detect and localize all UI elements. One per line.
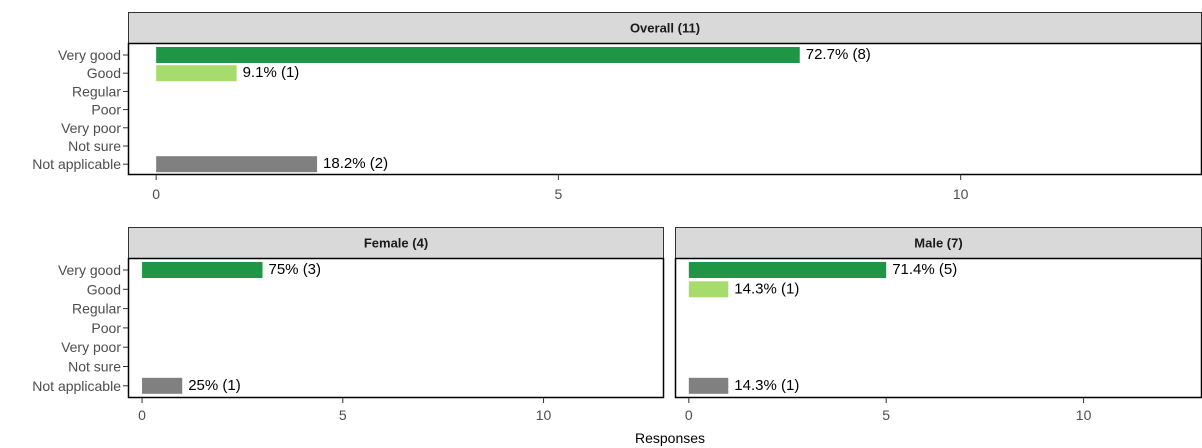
bar <box>688 281 729 298</box>
category-label: Not applicable <box>32 156 121 172</box>
category-label: Regular <box>72 301 121 317</box>
category-label: Not sure <box>68 359 121 375</box>
panel-title: Male (7) <box>914 236 962 251</box>
category-label: Poor <box>91 102 121 118</box>
category-label: Good <box>87 65 121 81</box>
category-label: Very poor <box>61 120 121 136</box>
chart-panel: Overall (11) Very good 72.7% (8) Good 9.1% (… <box>32 12 1202 202</box>
panel-strip <box>128 227 664 259</box>
category-label: Very poor <box>61 339 121 355</box>
x-axis-title: Responses <box>635 430 705 446</box>
category-label: Poor <box>91 320 121 336</box>
x-tick-label: 10 <box>1076 407 1092 423</box>
x-tick-label: 10 <box>953 186 969 202</box>
panel-title: Female (4) <box>364 236 428 251</box>
x-tick-label: 5 <box>882 407 890 423</box>
bar-value-label: 14.3% (1) <box>734 280 799 297</box>
category-label: Not applicable <box>32 378 121 394</box>
category-label: Good <box>87 281 121 297</box>
bar <box>156 156 318 173</box>
bar <box>142 262 263 278</box>
bar <box>156 47 800 63</box>
category-label: Not sure <box>68 138 121 154</box>
x-tick-label: 0 <box>138 407 146 423</box>
bar-value-label: 9.1% (1) <box>243 64 300 81</box>
panel-frame <box>127 257 665 399</box>
x-tick-label: 0 <box>152 186 160 202</box>
bar-value-label: 71.4% (5) <box>892 261 957 278</box>
x-tick-label: 5 <box>555 186 563 202</box>
panel-title: Overall (11) <box>630 21 700 36</box>
panel-frame <box>127 42 1202 176</box>
panel-strip <box>128 12 1202 44</box>
bar-value-label: 18.2% (2) <box>323 155 388 172</box>
bar <box>688 262 887 278</box>
category-label: Regular <box>72 83 121 99</box>
bar <box>142 377 183 394</box>
category-label: Very good <box>58 47 121 63</box>
category-label: Very good <box>58 262 121 278</box>
x-tick-label: 0 <box>685 407 693 423</box>
bar <box>688 377 729 394</box>
bar <box>156 65 237 82</box>
bar-value-label: 72.7% (8) <box>806 46 871 63</box>
bar-value-label: 14.3% (1) <box>734 377 799 394</box>
chart-panel: Female (4) Very good 75% (3) Good Regular Poo… <box>32 227 665 423</box>
bar-value-label: 25% (1) <box>188 377 241 394</box>
x-tick-label: 10 <box>536 407 552 423</box>
x-tick-label: 5 <box>339 407 347 423</box>
chart-panel: Male (7) 71.4% (5) 14.3% (1) 14.3% (1) 0 5 10 <box>674 227 1202 423</box>
bar-value-label: 75% (3) <box>269 261 322 278</box>
